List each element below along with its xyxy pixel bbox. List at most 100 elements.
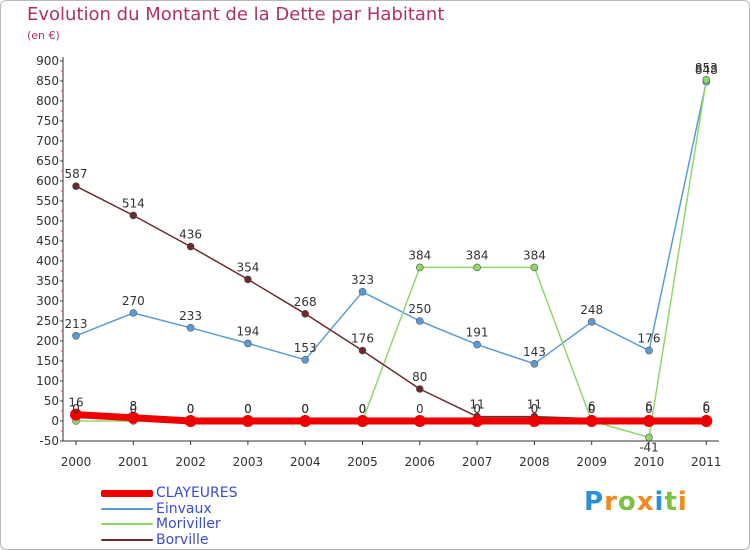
y-tick-label: 750	[36, 114, 59, 128]
data-label: 853	[695, 61, 718, 75]
data-point	[184, 415, 197, 427]
data-point	[413, 415, 426, 427]
y-tick-label: 900	[36, 54, 59, 68]
series-line	[75, 185, 708, 420]
data-point	[301, 309, 310, 318]
y-tick-label: 600	[36, 174, 59, 188]
data-label: 436	[179, 228, 202, 242]
y-tick-label: 250	[36, 314, 59, 328]
x-tick-label: 2005	[347, 455, 378, 469]
legend-label: Einvaux	[156, 500, 212, 517]
logo-letter: i	[677, 487, 688, 517]
data-label: 0	[187, 402, 195, 416]
x-tick-label: 2009	[576, 455, 607, 469]
data-label: -41	[639, 440, 659, 454]
data-point	[186, 323, 195, 332]
data-label: 80	[412, 370, 427, 384]
y-tick-label: 100	[36, 374, 59, 388]
y-tick-label: 800	[36, 94, 59, 108]
y-tick-label: 150	[36, 354, 59, 368]
proxiti-logo: Proxiti	[584, 487, 688, 517]
data-point	[585, 415, 598, 427]
data-label: 0	[187, 402, 195, 416]
y-tick-label: 50	[44, 394, 59, 408]
y-tick-label: 850	[36, 74, 59, 88]
data-point	[471, 415, 484, 427]
legend-item-moriviller: Moriviller	[101, 516, 221, 532]
y-tick-label: 450	[36, 234, 59, 248]
legend-item-borville: Borville	[101, 532, 209, 548]
data-point	[702, 76, 711, 84]
y-tick-label: -50	[39, 434, 59, 448]
data-label: 233	[179, 309, 202, 323]
y-tick-label: 400	[36, 254, 59, 268]
data-label: 848	[695, 63, 718, 77]
data-label: 6	[645, 400, 653, 414]
data-point	[473, 263, 481, 272]
data-label: 6	[702, 400, 710, 414]
data-label: 194	[236, 324, 259, 338]
logo-letter: r	[604, 487, 618, 517]
data-point	[244, 339, 252, 348]
data-point	[358, 346, 367, 355]
x-tick-label: 2003	[233, 455, 264, 469]
data-point	[358, 287, 367, 296]
data-label: 354	[236, 260, 259, 274]
data-point	[415, 385, 424, 393]
y-tick-label: 350	[36, 274, 59, 288]
data-label: 514	[122, 196, 145, 210]
data-label: 0	[416, 402, 424, 416]
data-point	[645, 346, 653, 355]
data-point	[528, 415, 541, 427]
data-label: 0	[645, 402, 653, 416]
x-tick-label: 2011	[691, 455, 722, 469]
data-point	[129, 211, 138, 220]
legend-label: CLAYEURES	[156, 485, 238, 501]
data-label: 213	[65, 317, 88, 331]
y-tick-label: 700	[36, 134, 59, 148]
data-label: 176	[351, 332, 374, 346]
data-point	[301, 355, 310, 364]
data-label: 268	[294, 295, 317, 309]
data-label: 11	[527, 398, 542, 412]
data-label: 248	[580, 303, 603, 317]
data-label: 384	[523, 248, 546, 262]
data-label: 16	[68, 396, 83, 410]
x-tick-label: 2001	[118, 455, 149, 469]
logo-letter: t	[664, 487, 678, 517]
data-label: 11	[469, 398, 484, 412]
legend-swatch	[101, 489, 153, 497]
chart-title: Evolution du Montant de la Dette par Hab…	[27, 4, 445, 25]
data-point	[587, 317, 596, 326]
chart-subtitle: (en €)	[27, 29, 60, 42]
data-point	[299, 415, 312, 427]
data-point	[643, 415, 655, 427]
logo-letter: P	[584, 487, 605, 517]
data-point	[72, 182, 80, 190]
logo-letter: x	[636, 487, 655, 517]
series-line	[72, 411, 710, 425]
x-tick-label: 2006	[405, 455, 436, 469]
data-label: 153	[294, 341, 317, 355]
data-point	[186, 242, 195, 251]
data-label: 0	[359, 402, 367, 416]
series-moriviller	[72, 76, 711, 442]
x-tick-label: 2002	[175, 455, 206, 469]
data-point	[70, 408, 82, 421]
data-label: 0	[588, 402, 596, 416]
y-tick-label: 200	[36, 334, 59, 348]
legend-label: Borville	[156, 531, 209, 548]
data-label: 0	[244, 402, 252, 416]
logo-letter: i	[654, 487, 665, 517]
data-label: 323	[351, 273, 374, 287]
data-label: 250	[408, 302, 431, 316]
data-label: 0	[359, 402, 367, 416]
data-point	[129, 309, 138, 317]
data-label: 0	[72, 402, 80, 416]
series-borville	[72, 182, 711, 423]
legend-label: Moriviller	[156, 516, 221, 532]
x-tick-label: 2004	[290, 455, 321, 469]
data-point	[356, 415, 369, 427]
